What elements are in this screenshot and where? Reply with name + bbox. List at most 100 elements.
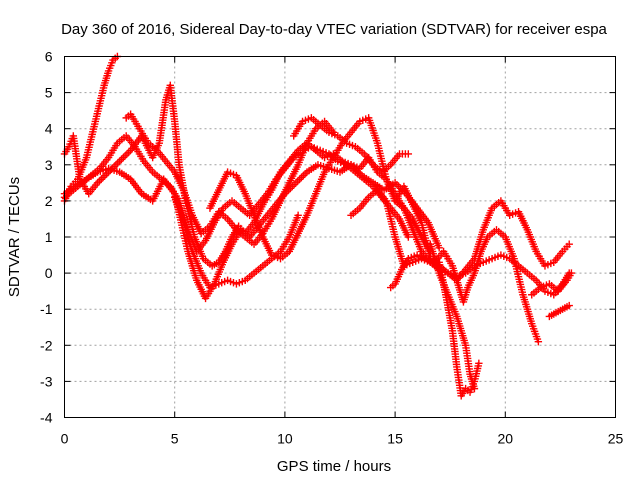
data-point [218, 279, 226, 287]
data-point [413, 251, 421, 259]
data-series [347, 186, 573, 285]
data-point [270, 252, 279, 260]
data-point [337, 158, 345, 167]
data-point [229, 170, 238, 179]
y-tick-label: 2 [45, 193, 53, 209]
x-axis-label: GPS time / hours [277, 458, 391, 475]
data-point [491, 253, 499, 262]
data-point [238, 277, 246, 286]
data-point [108, 59, 116, 67]
data-point [232, 280, 241, 288]
data-point [107, 165, 116, 174]
data-series [545, 301, 573, 321]
chart-title: Day 360 of 2016, Sidereal Day-to-day VTE… [61, 21, 607, 38]
data-series [60, 161, 443, 303]
data-point [475, 359, 483, 368]
data-point [547, 259, 555, 268]
data-series [426, 240, 479, 393]
data-point [482, 257, 490, 265]
y-tick-label: 1 [45, 229, 53, 245]
data-point [342, 139, 351, 147]
data-point [320, 153, 329, 162]
data-point [544, 288, 552, 297]
y-tick-label: 4 [45, 121, 53, 137]
data-point [310, 144, 318, 152]
data-point [348, 141, 357, 150]
data-point [209, 282, 217, 291]
y-axis-label: SDTVAR / TECUs [6, 177, 23, 297]
data-point [322, 149, 330, 157]
data-point [223, 276, 232, 285]
data-point [410, 252, 418, 260]
data-point [107, 61, 115, 70]
data-point [488, 254, 496, 263]
x-tick-label: 15 [387, 431, 403, 447]
data-point [359, 116, 367, 124]
data-point [113, 167, 121, 175]
data-series [122, 110, 338, 248]
data-point [104, 164, 113, 173]
y-tick-label: 6 [45, 49, 53, 65]
data-point [328, 129, 336, 138]
data-point [220, 277, 229, 286]
data-point [411, 257, 420, 265]
data-point [331, 131, 339, 139]
data-point [416, 252, 424, 260]
data-point [565, 240, 573, 248]
data-point [330, 166, 339, 174]
x-tick-label: 0 [61, 431, 69, 447]
y-tick-label: -4 [40, 410, 53, 426]
data-point [317, 162, 325, 170]
grid [64, 56, 616, 418]
data-point [229, 279, 238, 287]
data-point [534, 337, 543, 346]
data-point [226, 277, 235, 286]
y-tick-label: 3 [45, 157, 53, 173]
data-point [497, 251, 505, 259]
data-point [508, 210, 517, 218]
data-point [314, 161, 322, 169]
data-point [466, 388, 474, 396]
data-point [99, 166, 107, 174]
data-point [316, 146, 324, 155]
data-point [536, 283, 545, 292]
plot-area [60, 52, 576, 400]
data-point [93, 168, 102, 176]
data-point [500, 252, 508, 260]
data-point [506, 211, 514, 220]
data-point [294, 211, 302, 220]
y-tick-label: 5 [45, 85, 53, 101]
y-tick-label: -3 [40, 373, 53, 389]
data-point [494, 252, 502, 260]
data-point [567, 269, 576, 277]
data-point [226, 169, 235, 177]
data-point [409, 258, 417, 266]
data-point [404, 233, 413, 241]
data-point [110, 166, 118, 174]
data-point [345, 140, 354, 149]
data-point [104, 67, 113, 75]
data-series [386, 226, 543, 346]
data-point [362, 115, 370, 123]
data-series [391, 182, 483, 400]
data-point [547, 289, 555, 298]
data-point [96, 167, 105, 175]
y-tick-label: -1 [40, 301, 53, 317]
x-tick-label: 10 [277, 431, 293, 447]
y-axis: -4 -3 -2 -1 0 1 2 3 4 5 6 [40, 49, 616, 426]
x-axis: 0 5 10 15 20 25 [61, 56, 623, 447]
data-series [206, 114, 435, 263]
x-tick-label: 5 [171, 431, 179, 447]
data-point [212, 281, 220, 289]
data-point [307, 143, 316, 151]
data-point [339, 159, 348, 168]
data-point [235, 279, 244, 287]
data-series [290, 114, 413, 176]
y-tick-label: 0 [45, 265, 53, 281]
data-point [313, 145, 321, 153]
data-point [539, 282, 548, 291]
data-point [419, 253, 427, 262]
data-point [301, 116, 310, 124]
data-point [215, 280, 223, 288]
